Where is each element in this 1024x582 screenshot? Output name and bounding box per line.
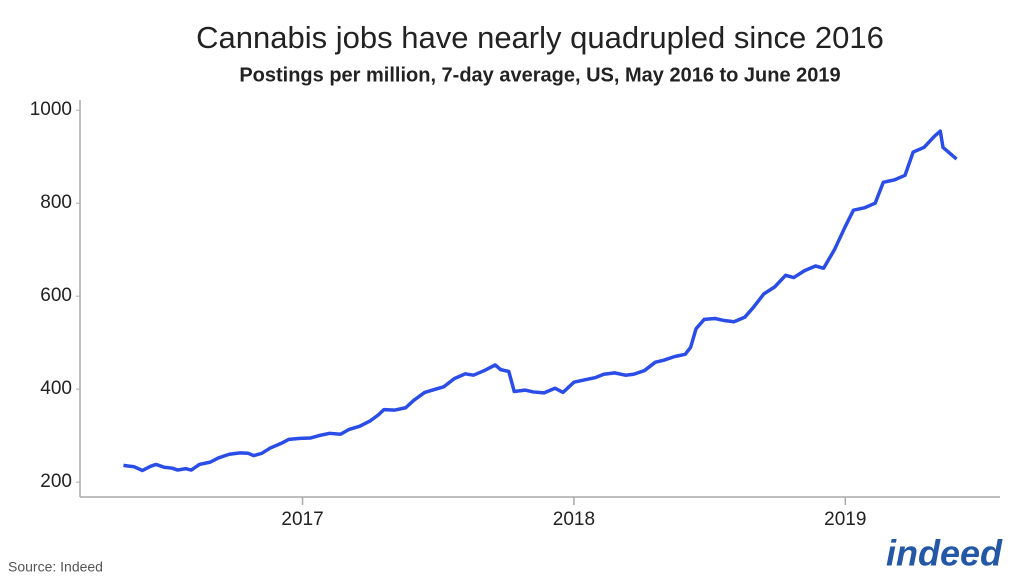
y-tick-label: 400 bbox=[40, 378, 72, 399]
data-line bbox=[123, 129, 958, 473]
x-tick-label: 2019 bbox=[824, 509, 866, 530]
x-tick-label: 2018 bbox=[553, 509, 595, 530]
y-tick-label: 800 bbox=[40, 192, 72, 213]
source-note: Source: Indeed bbox=[8, 559, 103, 575]
chart-subtitle: Postings per million, 7-day average, US,… bbox=[239, 64, 840, 86]
y-tick-label: 200 bbox=[40, 471, 72, 492]
y-tick-label: 1000 bbox=[30, 99, 72, 120]
logo: indeed bbox=[886, 533, 1003, 574]
x-tick-label: 2017 bbox=[281, 509, 323, 530]
chart-title: Cannabis jobs have nearly quadrupled sin… bbox=[196, 20, 884, 55]
y-tick-label: 600 bbox=[40, 285, 72, 306]
